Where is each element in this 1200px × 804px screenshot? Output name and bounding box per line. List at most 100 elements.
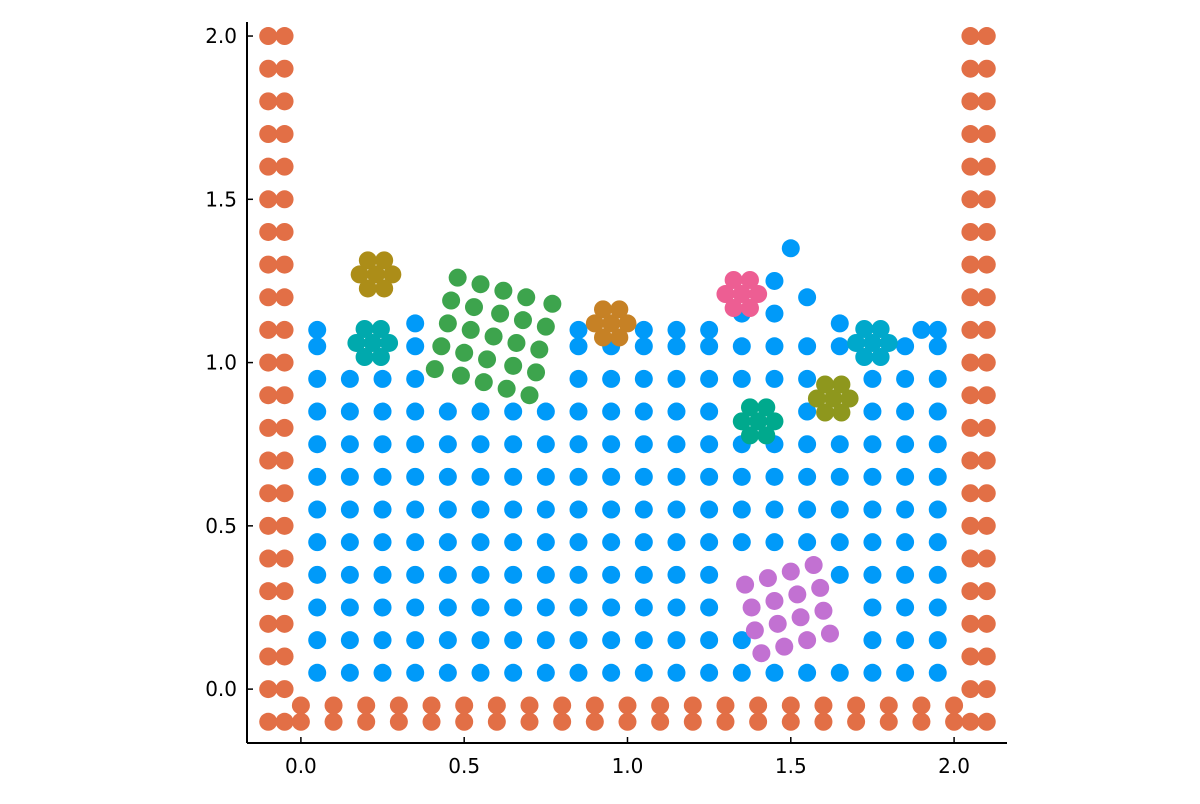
particle	[340, 369, 359, 388]
particle	[602, 663, 621, 682]
particle	[716, 712, 735, 731]
particle	[513, 311, 532, 330]
particle	[536, 500, 555, 519]
particle	[634, 631, 653, 650]
particle	[961, 418, 980, 437]
particle	[380, 333, 399, 352]
particle	[634, 369, 653, 388]
particle	[308, 533, 327, 552]
particle	[308, 565, 327, 584]
particle	[765, 271, 784, 290]
particle	[977, 222, 996, 241]
particle	[765, 663, 784, 682]
particle	[945, 712, 964, 731]
particle	[308, 369, 327, 388]
particle	[340, 565, 359, 584]
particle	[389, 712, 408, 731]
particle	[977, 484, 996, 503]
particle	[928, 320, 947, 339]
particle	[275, 59, 294, 78]
particle	[438, 631, 457, 650]
particle	[977, 549, 996, 568]
particle	[451, 366, 470, 385]
particle	[406, 467, 425, 486]
particle	[504, 467, 523, 486]
particle	[732, 337, 751, 356]
particle	[308, 598, 327, 617]
particle	[438, 533, 457, 552]
particle	[896, 533, 915, 552]
particle	[308, 337, 327, 356]
particle	[504, 565, 523, 584]
particle	[830, 500, 849, 519]
particle	[700, 500, 719, 519]
particle	[798, 402, 817, 421]
particle	[781, 696, 800, 715]
particle	[977, 353, 996, 372]
particle	[961, 125, 980, 144]
particle	[765, 337, 784, 356]
particle	[732, 467, 751, 486]
particle	[749, 285, 768, 304]
particle	[928, 337, 947, 356]
particle	[536, 533, 555, 552]
particle	[879, 712, 898, 731]
particle	[504, 533, 523, 552]
particle	[406, 402, 425, 421]
particle	[373, 467, 392, 486]
particle	[355, 319, 374, 338]
particle	[602, 500, 621, 519]
particle	[863, 631, 882, 650]
particle	[438, 663, 457, 682]
particle	[634, 663, 653, 682]
particle	[765, 369, 784, 388]
particle	[536, 317, 555, 336]
particle	[275, 516, 294, 535]
particle	[863, 598, 882, 617]
particle	[340, 402, 359, 421]
y-tick-label: 1.5	[205, 187, 237, 211]
particle	[422, 712, 441, 731]
particle	[824, 389, 843, 408]
particle	[896, 402, 915, 421]
particle	[487, 712, 506, 731]
particle	[732, 500, 751, 519]
particle	[373, 663, 392, 682]
particle	[863, 500, 882, 519]
particle	[896, 598, 915, 617]
particle	[977, 255, 996, 274]
particle	[928, 402, 947, 421]
particle	[667, 435, 686, 454]
particle	[961, 680, 980, 699]
particle	[618, 314, 637, 333]
particle	[736, 575, 755, 594]
particle	[504, 435, 523, 454]
particle	[504, 402, 523, 421]
particle	[602, 314, 621, 333]
particle	[634, 337, 653, 356]
particle	[757, 398, 776, 417]
particle	[928, 435, 947, 454]
particle	[504, 631, 523, 650]
particle	[275, 647, 294, 666]
particle	[275, 484, 294, 503]
particle	[406, 565, 425, 584]
particle	[507, 333, 526, 352]
particle	[373, 598, 392, 617]
particle	[896, 631, 915, 650]
particle	[259, 288, 278, 307]
particle	[798, 467, 817, 486]
particle	[259, 190, 278, 209]
particle	[259, 712, 278, 731]
particle	[716, 285, 735, 304]
particle	[634, 435, 653, 454]
particle	[781, 239, 800, 258]
particle	[798, 288, 817, 307]
particle	[275, 157, 294, 176]
particle	[700, 337, 719, 356]
particle	[291, 696, 310, 715]
particle	[700, 467, 719, 486]
particle	[977, 27, 996, 46]
particle	[569, 337, 588, 356]
particle	[765, 304, 784, 323]
